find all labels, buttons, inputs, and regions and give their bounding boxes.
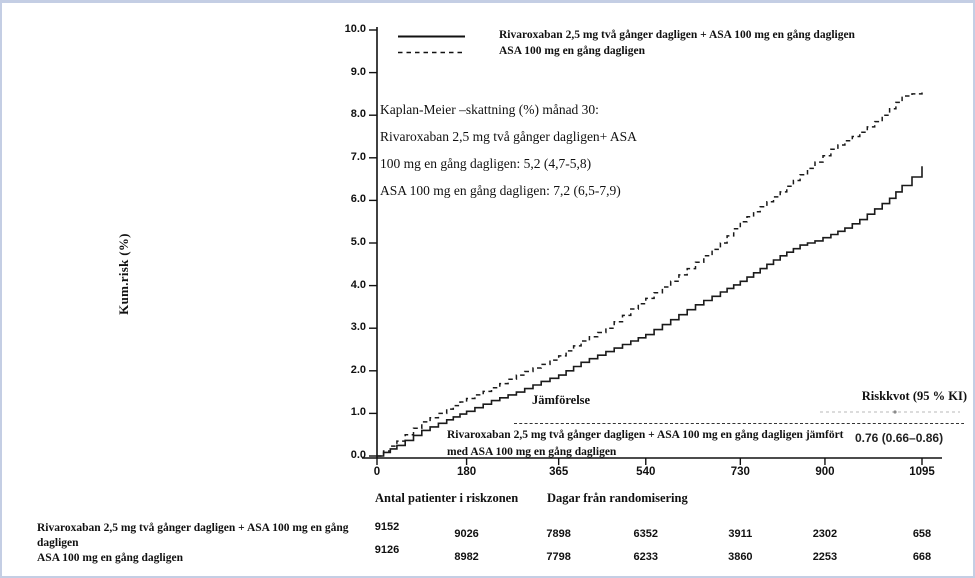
y-tick-label: 2.0 [350, 363, 366, 376]
y-tick-label: 4.0 [350, 278, 366, 291]
km-annotation: Kaplan-Meier –skattning (%) månad 30: Ri… [380, 96, 637, 204]
risk-count: 6233 [633, 551, 658, 563]
risk-count: 7898 [546, 528, 571, 540]
km-annotation-line4: ASA 100 mg en gång dagligen: 7,2 (6,5-7,… [380, 183, 621, 198]
km-annotation-line1: Kaplan-Meier –skattning (%) månad 30: [380, 102, 599, 117]
x-tick-marks [376, 458, 923, 465]
risk-count: 3860 [728, 551, 753, 563]
risk-row-label: ASA 100 mg en gång dagligen [37, 552, 184, 564]
risk-count: 2302 [812, 528, 838, 540]
comparison-row-label: Rivaroxaban 2,5 mg två gånger dagligen +… [447, 429, 844, 458]
y-axis-label: Kum.risk (%) [116, 233, 131, 315]
legend-label-rivaroxaban-asa: Rivaroxaban 2,5 mg två gånger dagligen +… [499, 29, 855, 41]
legend-label-asa: ASA 100 mg en gång dagligen [499, 45, 646, 57]
x-tick-label: 730 [730, 466, 750, 478]
risk-row-label: Rivaroxaban 2,5 mg två gånger dagligen +… [37, 522, 349, 549]
risk-count: 6352 [633, 528, 658, 540]
y-tick-label: 5.0 [350, 236, 366, 248]
risk-count: 9152 [374, 521, 400, 533]
x-tick-label: 365 [549, 466, 569, 478]
km-annotation-line3: 100 mg en gång dagligen: 5,2 (4,7-5,8) [380, 156, 592, 171]
y-tick-label: 8.0 [350, 108, 366, 121]
comparison-header: Jämförelse [532, 393, 591, 407]
km-curve-asa [377, 91, 923, 457]
y-tick-label: 1.0 [350, 406, 366, 419]
risk-count: 8982 [454, 551, 479, 563]
km-annotation-line2: Rivaroxaban 2,5 mg två gånger dagligen+ … [380, 129, 637, 144]
risk-count: 9126 [374, 544, 400, 556]
risk-table-title: Antal patienter i riskzonen [375, 491, 519, 505]
y-tick-marks [369, 29, 377, 457]
x-tick-label: 900 [815, 466, 835, 478]
kaplan-meier-chart [362, 27, 964, 465]
risk-count: 7798 [546, 551, 571, 563]
y-tick-label: 6.0 [350, 193, 366, 206]
riskratio-header: Riskkvot (95 % KI) [861, 389, 967, 403]
riskratio-point-marker [893, 410, 897, 414]
x-tick-label: 180 [456, 466, 477, 478]
x-tick-label: 540 [636, 466, 656, 478]
riskratio-value: 0.76 (0.66–0.86) [855, 431, 944, 445]
x-tick-label: 0 [373, 466, 381, 478]
x-axis-title: Dagar från randomisering [547, 491, 688, 505]
risk-count: 2253 [812, 551, 838, 563]
y-tick-label: 7.0 [350, 150, 366, 163]
km-curve-rivaroxaban-asa [377, 166, 923, 457]
y-tick-label: 0.0 [350, 449, 366, 461]
y-tick-label: 9.0 [350, 65, 366, 78]
risk-count: 668 [912, 551, 932, 563]
risk-count: 9026 [454, 528, 479, 540]
risk-count: 658 [912, 528, 932, 540]
x-tick-label: 1095 [909, 466, 935, 478]
y-tick-label: 3.0 [350, 321, 366, 334]
y-tick-label: 10.0 [344, 23, 366, 35]
risk-count: 3911 [728, 528, 753, 540]
